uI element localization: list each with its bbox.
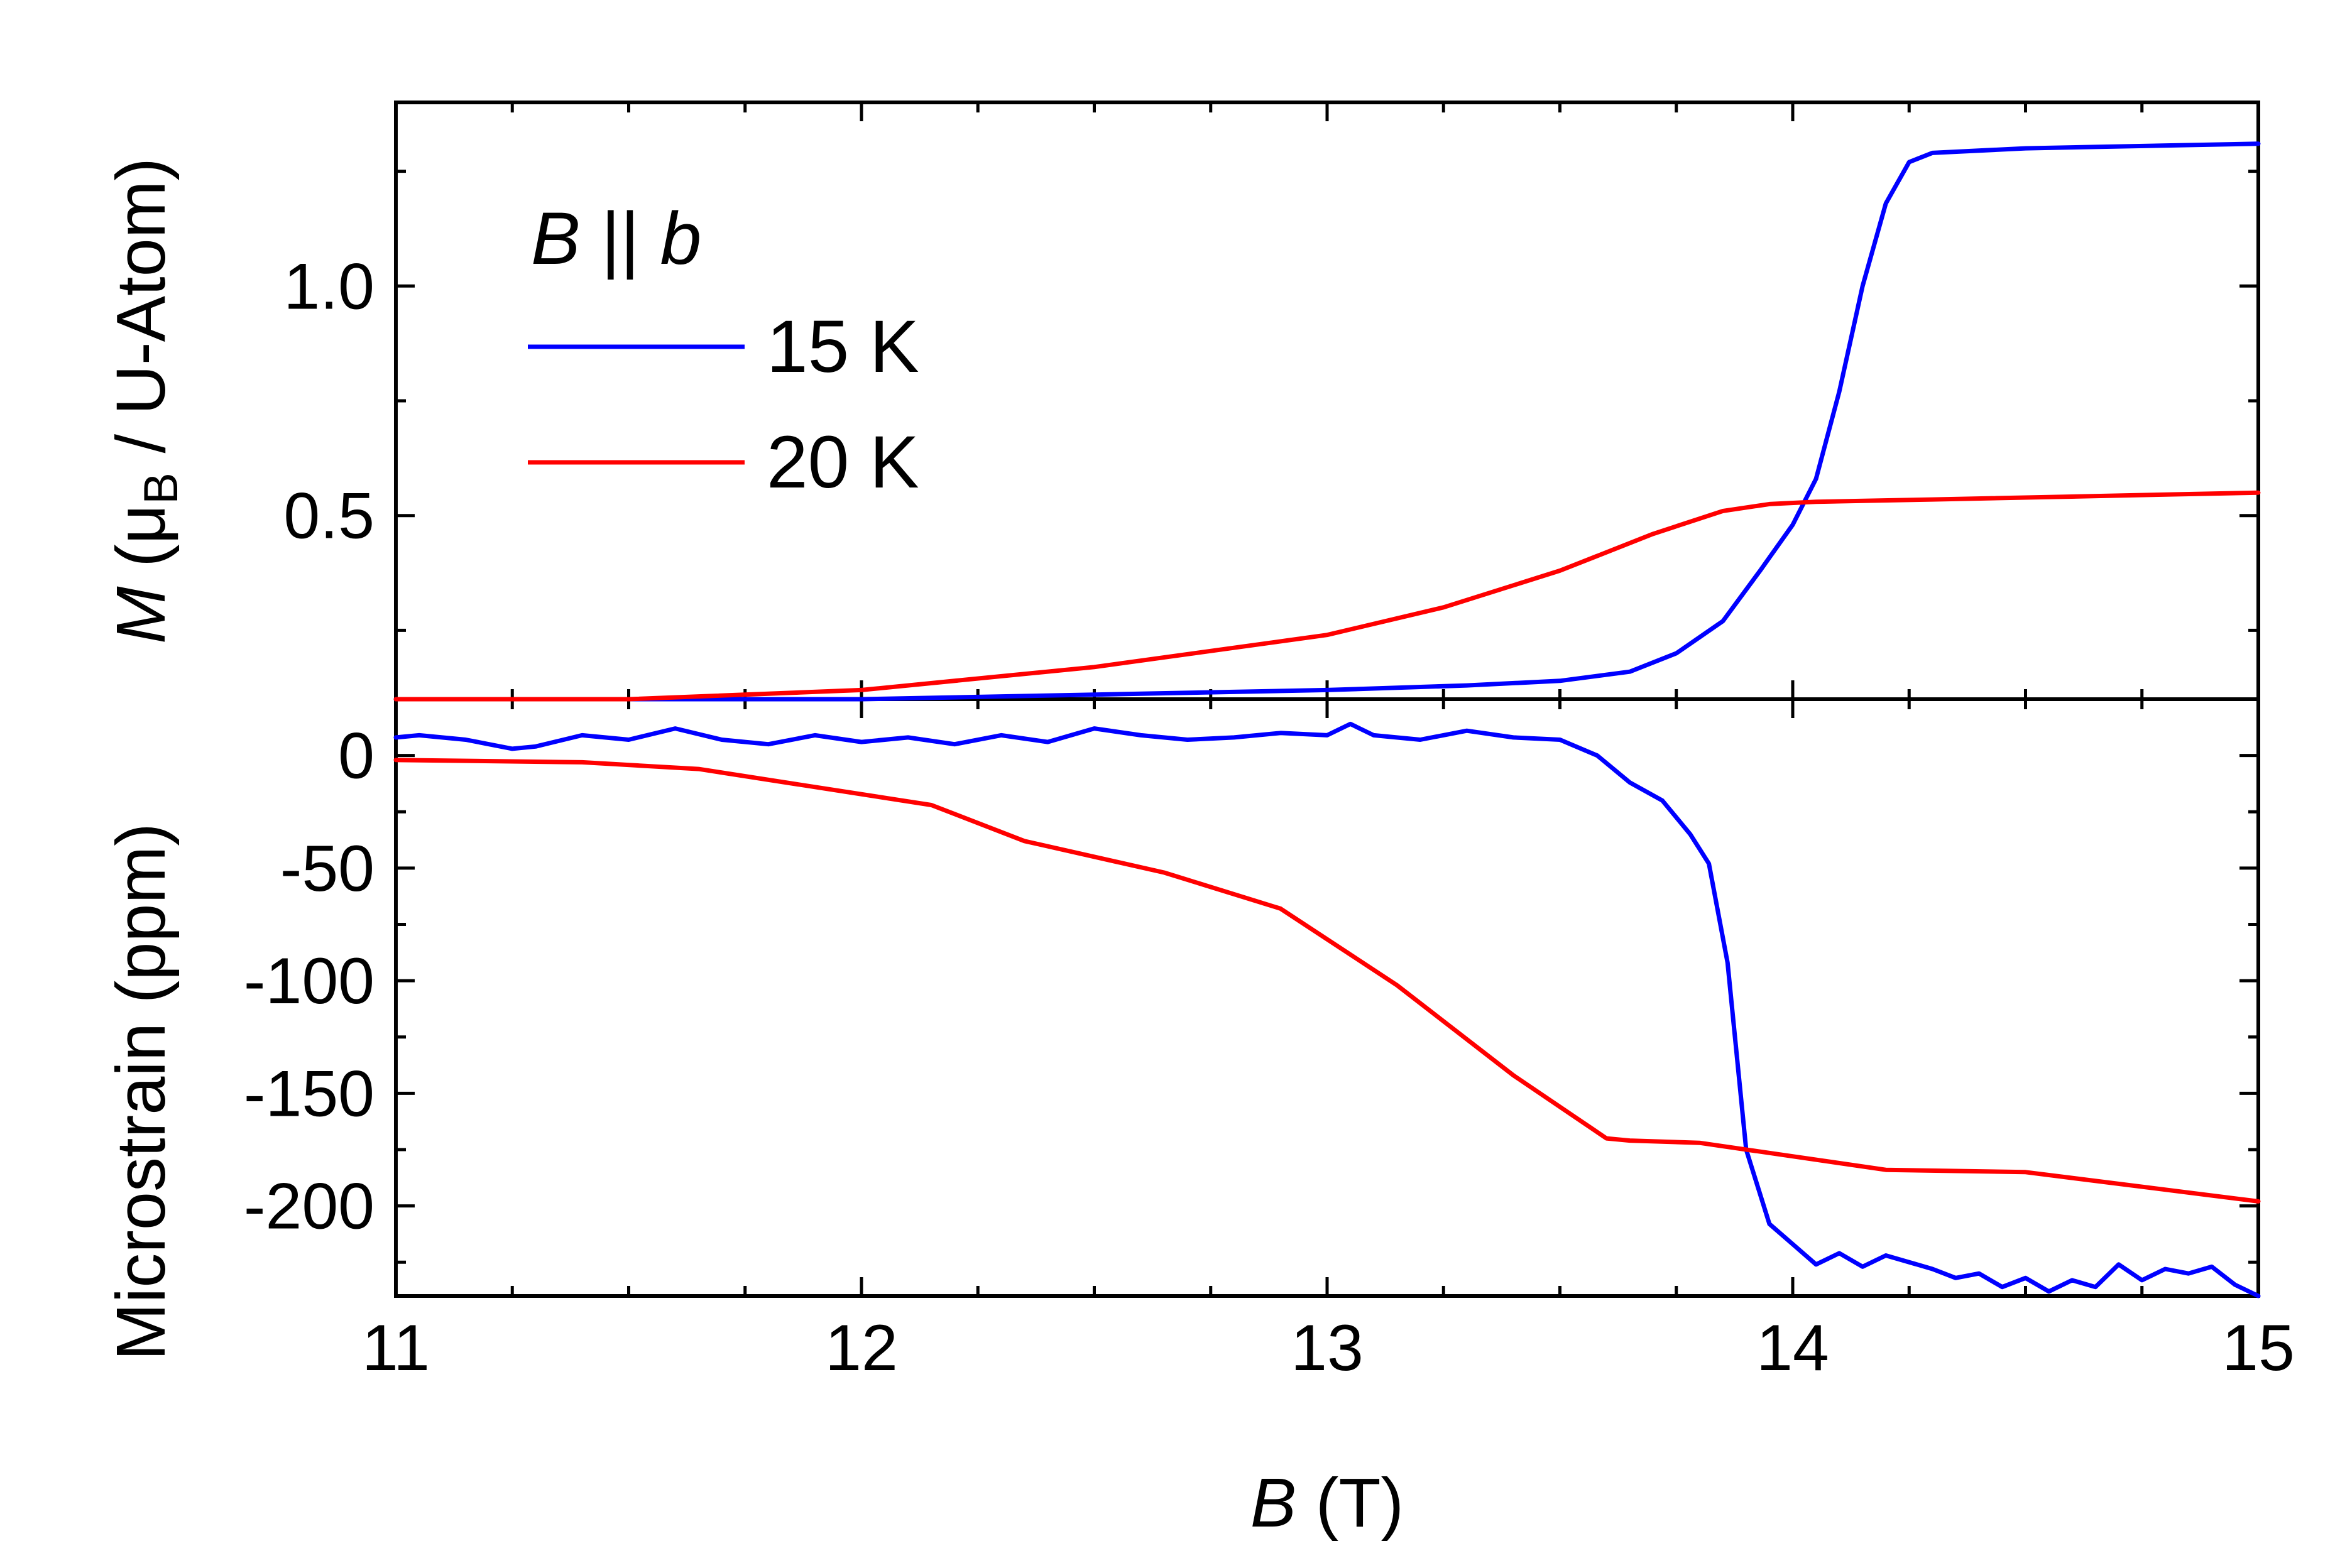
y-tick-label: -100 [244, 945, 375, 1018]
legend-label-20k: 20 K [767, 421, 919, 504]
bottom-panel-frame [394, 697, 2260, 1298]
legend: B || b 15 K 20 K [528, 197, 919, 504]
x-tick-label: 11 [362, 1312, 430, 1385]
series-line-20k-bottom-panel [393, 758, 2261, 1204]
data-lines [393, 141, 2261, 1298]
x-axis-title: B (T) [1250, 1464, 1404, 1542]
top-y-axis-title: M (μB / U-Atom) [102, 158, 188, 644]
y-tick-label: -150 [244, 1057, 375, 1130]
series-line-15k-bottom-panel [393, 721, 2261, 1298]
y-tick-label: 0 [338, 720, 375, 793]
tick-labels: 0.5 1.0 -200 -150 -100 -50 0 11 12 13 14 15 [244, 250, 2295, 1385]
y-tick-label: -200 [244, 1170, 375, 1243]
bottom-y-axis-title: Microstrain (ppm) [102, 823, 180, 1361]
y-tick-label: 0.5 [283, 480, 375, 553]
x-tick-label: 15 [2222, 1312, 2295, 1385]
legend-label-15k: 15 K [767, 305, 919, 388]
series-line-15k-top-panel [393, 141, 2261, 702]
y-tick-label: 1.0 [283, 250, 375, 323]
x-tick-label: 12 [825, 1312, 898, 1385]
x-tick-label: 14 [1756, 1312, 1829, 1385]
legend-title: B || b [531, 197, 701, 280]
series-line-20k-top-panel [393, 490, 2261, 702]
x-tick-label: 13 [1291, 1312, 1364, 1385]
top-panel-frame [394, 101, 2260, 701]
y-tick-label: -50 [280, 832, 375, 905]
